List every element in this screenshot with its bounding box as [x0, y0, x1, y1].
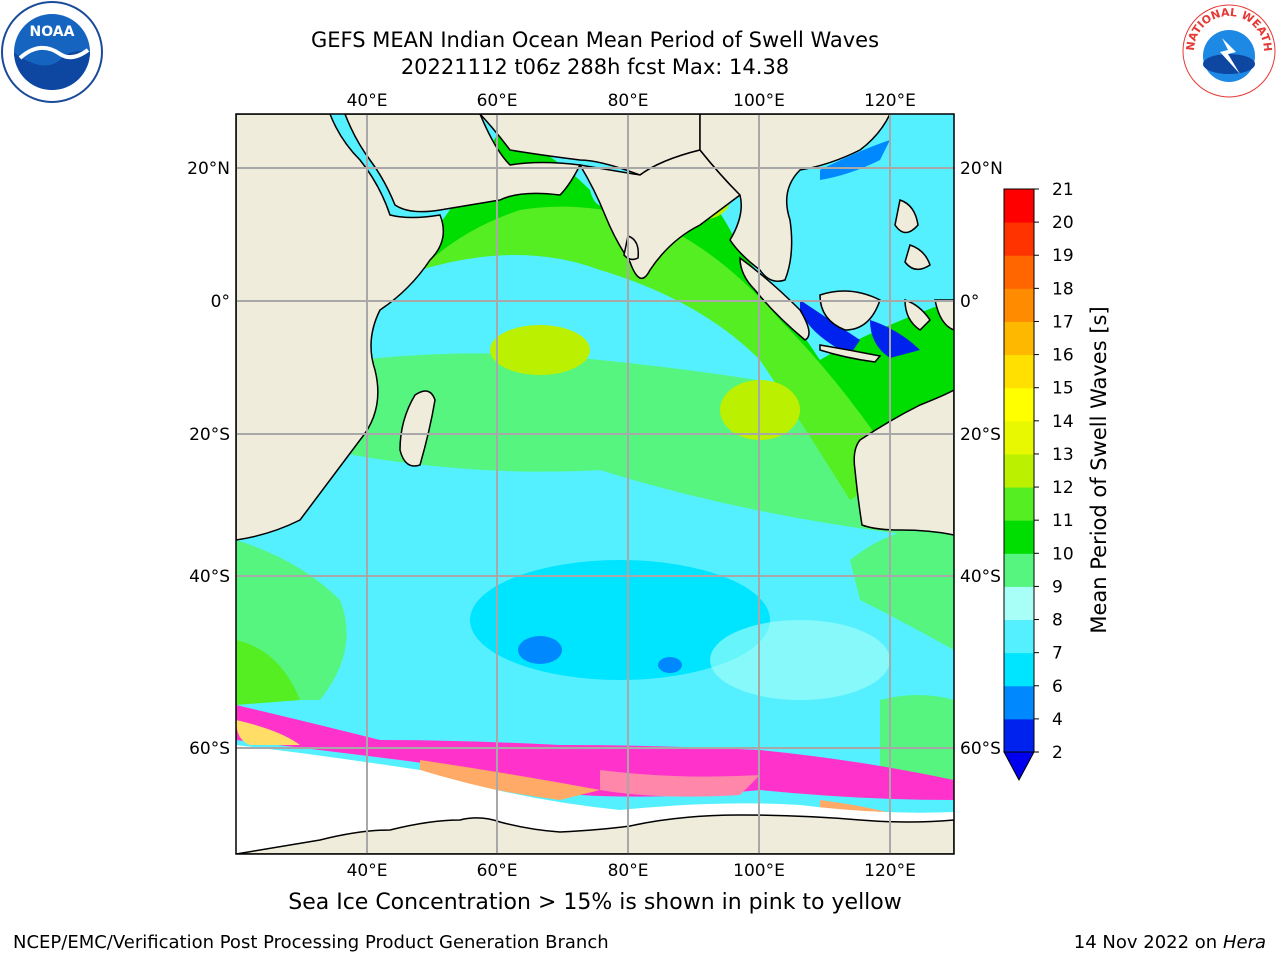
- svg-text:0°: 0°: [211, 292, 230, 312]
- svg-text:60°S: 60°S: [960, 739, 1001, 759]
- colorbar-segment: [1004, 586, 1034, 621]
- colorbar-segment: [1004, 652, 1034, 687]
- colorbar-tick-label: 8: [1052, 611, 1063, 631]
- colorbar-label: Mean Period of Swell Waves [s]: [1087, 306, 1111, 633]
- colorbar-segment: [1004, 487, 1034, 521]
- svg-text:40°E: 40°E: [347, 91, 388, 111]
- svg-text:100°E: 100°E: [733, 861, 785, 881]
- colorbar-tick-label: 7: [1052, 644, 1063, 664]
- colorbar-segment: [1004, 255, 1034, 289]
- lon-labels-bottom: 40°E 60°E 80°E 100°E 120°E: [347, 861, 916, 881]
- colorbar-tick-label: 11: [1052, 511, 1074, 531]
- colorbar-segment: [1004, 387, 1034, 422]
- noaa-logo-icon: NOAA: [1, 1, 103, 103]
- colorbar-segment: [1004, 222, 1034, 256]
- lat-labels-right: 20°N 0° 20°S 40°S 60°S: [960, 159, 1003, 759]
- map-title: GEFS MEAN Indian Ocean Mean Period of Sw…: [310, 28, 880, 52]
- colorbar-tick-label: 10: [1052, 544, 1074, 564]
- colorbar-under-arrow: [1003, 751, 1035, 782]
- swell-period-field: [236, 120, 954, 780]
- colorbar-tick-label: 14: [1052, 412, 1074, 432]
- colorbar-segment: [1004, 321, 1034, 356]
- svg-text:40°E: 40°E: [347, 861, 388, 881]
- colorbar-tick-label: 20: [1052, 213, 1074, 233]
- land-masses: [236, 114, 954, 854]
- colorbar-tick-label: 4: [1052, 710, 1063, 730]
- nws-logo-icon: NATIONAL WEATHER SERVICE: [1178, 0, 1278, 100]
- footer-credit: NCEP/EMC/Verification Post Processing Pr…: [13, 932, 609, 953]
- svg-text:40°S: 40°S: [960, 567, 1001, 587]
- colorbar-tick-label: 9: [1052, 577, 1063, 597]
- colorbar-segment: [1004, 553, 1034, 587]
- colorbar-frame: [1003, 188, 1035, 753]
- colorbar-tick-label: 12: [1052, 478, 1074, 498]
- colorbar: 2 4 6 7 8 9 10 11 12 13 14 15 16 17 18 19 20 21: [1003, 180, 1074, 782]
- lat-labels-left: 20°N 0° 20°S 40°S 60°S: [187, 159, 230, 759]
- svg-text:60°E: 60°E: [477, 91, 518, 111]
- colorbar-segment: [1004, 685, 1034, 720]
- map-subtitle: 20221112 t06z 288h fcst Max: 14.38: [400, 55, 790, 79]
- colorbar-segment: [1004, 288, 1034, 322]
- footer-date-text: 14 Nov 2022 on: [1073, 932, 1218, 953]
- gridlines: [236, 114, 954, 854]
- colorbar-segment: [1004, 189, 1034, 223]
- colorbar-segment: [1004, 354, 1034, 389]
- colorbar-tick-label: 13: [1052, 445, 1074, 465]
- colorbar-tick-label: 6: [1052, 677, 1063, 697]
- footer-machine: Hera: [1222, 932, 1266, 953]
- svg-text:20°S: 20°S: [960, 425, 1001, 445]
- colorbar-segment: [1004, 453, 1034, 488]
- svg-text:80°E: 80°E: [608, 91, 649, 111]
- noaa-logo-text: NOAA: [30, 24, 75, 40]
- colorbar-segment: [1004, 718, 1034, 753]
- svg-text:0°: 0°: [960, 292, 979, 312]
- colorbar-tick-label: 17: [1052, 312, 1074, 332]
- svg-text:20°S: 20°S: [189, 425, 230, 445]
- colorbar-tick-label: 16: [1052, 346, 1074, 366]
- colorbar-tick-label: 18: [1052, 279, 1074, 299]
- svg-text:60°S: 60°S: [189, 739, 230, 759]
- colorbar-tick-label: 19: [1052, 246, 1074, 266]
- svg-text:100°E: 100°E: [733, 91, 785, 111]
- colorbar-segment: [1004, 619, 1034, 654]
- svg-text:80°E: 80°E: [608, 861, 649, 881]
- colorbar-segment: [1004, 520, 1034, 554]
- colorbar-tick-label: 21: [1052, 180, 1074, 200]
- colorbar-tick-label: 15: [1052, 379, 1074, 399]
- sea-ice-note: Sea Ice Concentration > 15% is shown in …: [288, 890, 902, 915]
- svg-text:120°E: 120°E: [864, 861, 916, 881]
- lon-labels-top: 40°E 60°E 80°E 100°E 120°E: [347, 91, 916, 111]
- colorbar-segment: [1004, 420, 1034, 455]
- svg-text:60°E: 60°E: [477, 861, 518, 881]
- colorbar-tick-label: 2: [1052, 743, 1063, 763]
- footer-date: 14 Nov 2022 on Hera: [1074, 932, 1266, 953]
- svg-text:40°S: 40°S: [189, 567, 230, 587]
- svg-text:20°N: 20°N: [187, 159, 230, 179]
- svg-text:20°N: 20°N: [960, 159, 1003, 179]
- map-frame: [235, 113, 955, 855]
- svg-text:120°E: 120°E: [864, 91, 916, 111]
